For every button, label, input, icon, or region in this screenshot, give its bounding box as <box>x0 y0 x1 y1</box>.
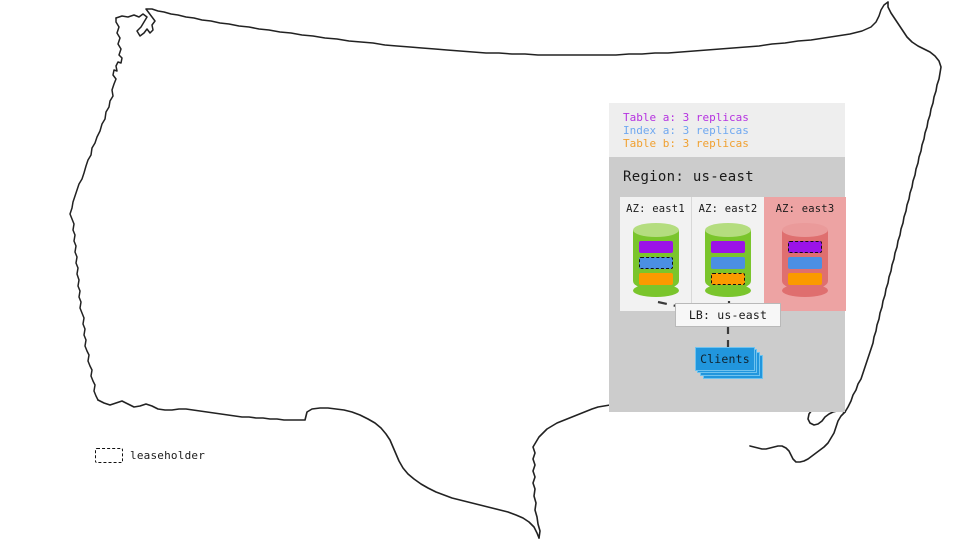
replica-key-row-table-a: Table a: 3 replicas <box>623 111 749 124</box>
replica-key-panel: Table a: 3 replicas Index a: 3 replicas … <box>609 103 845 157</box>
cylinder-top <box>782 223 828 237</box>
cylinder-bottom <box>782 284 828 297</box>
cylinder-bottom <box>632 284 679 297</box>
cylinder-bottom <box>705 284 751 297</box>
database-cylinder-east3 <box>782 223 828 297</box>
replica-index-a-east1 <box>638 257 673 269</box>
leaseholder-legend: leaseholder <box>95 448 205 463</box>
az-label-east2: AZ: east2 <box>698 203 758 215</box>
load-balancer-label: LB: us-east <box>688 308 768 322</box>
az-box-east3[interactable]: AZ: east3 <box>764 197 846 311</box>
az-label-east3: AZ: east3 <box>775 203 835 215</box>
region-panel-us-east: Region: us-east AZ: east1 <box>609 157 846 412</box>
replica-stack-east2 <box>711 241 745 289</box>
replica-table-a-east3 <box>788 241 822 253</box>
replica-index-a-east3 <box>788 257 822 269</box>
clients-label: Clients <box>700 352 750 366</box>
replica-table-b-east3 <box>788 273 822 285</box>
availability-zone-row: AZ: east1 AZ: east2 <box>620 197 846 311</box>
replica-table-a-east1 <box>638 241 673 253</box>
az-label-east1: AZ: east1 <box>626 203 685 215</box>
database-cylinder-east2 <box>705 223 751 297</box>
replica-stack-east1 <box>638 241 673 289</box>
leaseholder-swatch-icon <box>95 448 123 463</box>
clients-card-front[interactable]: Clients <box>695 347 755 371</box>
replica-key-row-index-a: Index a: 3 replicas <box>623 124 749 137</box>
region-title: Region: us-east <box>623 169 754 185</box>
database-cylinder-east1 <box>632 223 679 297</box>
replica-table-b-east1 <box>638 273 673 285</box>
replica-stack-east3 <box>788 241 822 289</box>
replica-index-a-east2 <box>711 257 745 269</box>
load-balancer-box[interactable]: LB: us-east <box>675 303 781 327</box>
az-box-east2[interactable]: AZ: east2 <box>692 197 764 311</box>
clients-stack[interactable]: Clients <box>695 347 765 381</box>
replica-table-a-east2 <box>711 241 745 253</box>
replica-table-b-east2 <box>711 273 745 285</box>
cylinder-top <box>632 223 679 237</box>
cylinder-top <box>705 223 751 237</box>
leaseholder-legend-label: leaseholder <box>130 449 206 462</box>
az-box-east1[interactable]: AZ: east1 <box>620 197 692 311</box>
replica-key-row-table-b: Table b: 3 replicas <box>623 137 749 150</box>
